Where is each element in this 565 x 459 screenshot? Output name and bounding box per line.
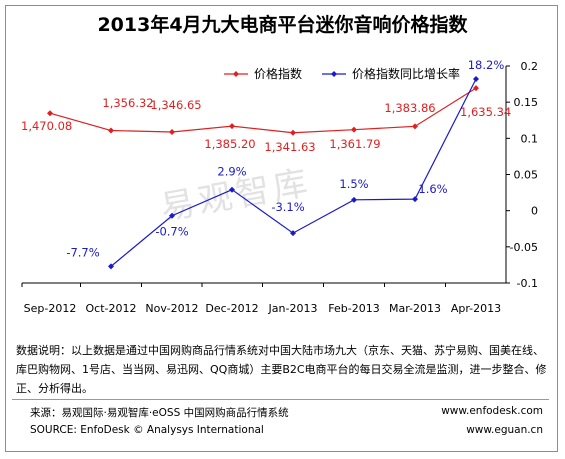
source-url-eguan[interactable]: www.eguan.cn (466, 424, 543, 436)
axes: 0.2 0.15 0.1 0.05 0 -0.05 -0.1 Sep-2012 Oct-2012… (21, 60, 539, 315)
point-yoy (290, 230, 296, 237)
point-yoy (229, 186, 235, 193)
x-tick-label: Apr-2013 (451, 302, 501, 315)
x-tick-label: Jan-2013 (268, 302, 318, 315)
point-price (290, 129, 296, 136)
data-label-yoy: 1.5% (339, 177, 368, 191)
point-price (169, 128, 175, 135)
x-tick-label: Nov-2012 (145, 302, 198, 315)
data-label-yoy: -0.7% (155, 225, 188, 239)
point-price (351, 126, 357, 133)
source-en: SOURCE: EnfoDesk © Analysys Internationa… (30, 424, 264, 436)
point-yoy (412, 196, 418, 203)
legend-label: 价格指数同比增长率 (352, 66, 460, 81)
data-label-yoy: 2.9% (217, 165, 246, 179)
legend-marker (233, 71, 239, 77)
series: 1,470.08 1,356.321,346.65 1,385.20 1,341.63… (21, 58, 511, 270)
chart-title: 2013年4月九大电商平台迷你音响价格指数 (97, 14, 468, 36)
data-label-yoy: -3.1% (271, 200, 304, 214)
y2-tick-label: 0 (531, 205, 538, 218)
data-label-price: 1,635.34 (460, 105, 511, 119)
point-price (108, 127, 114, 134)
point-yoy (351, 196, 357, 203)
x-tick-label: Feb-2013 (328, 302, 379, 315)
data-label-yoy: 1.6% (418, 182, 447, 196)
data-label-yoy: -7.7% (66, 245, 99, 259)
legend-label: 价格指数 (254, 66, 302, 81)
point-price (47, 110, 53, 117)
point-price (229, 123, 235, 130)
data-label-yoy: 18.2% (468, 58, 505, 72)
point-price (473, 85, 479, 92)
data-note: 数据说明：以上数据是通过中国网购商品行情系统对中国大陆市场九大（京东、天猫、苏宁… (16, 344, 547, 395)
y2-tick-label: -0.1 (517, 277, 538, 290)
x-tick-label: Dec-2012 (205, 302, 258, 315)
data-label-price: 1,356.32 (102, 96, 153, 110)
data-label-price: 1,383.86 (384, 101, 435, 115)
data-label-price: 1,341.63 (264, 140, 315, 154)
data-label-price: 1,385.20 (204, 137, 255, 151)
x-tick-label: Oct-2012 (86, 302, 137, 315)
x-tick-label: Sep-2012 (24, 302, 77, 315)
y2-tick-label: 0.15 (514, 96, 539, 109)
point-yoy (473, 76, 479, 83)
point-yoy (108, 263, 114, 270)
chart-frame (5, 5, 558, 452)
legend: 价格指数 价格指数同比增长率 (224, 66, 460, 81)
source-cn: 来源：易观国际·易观智库·eOSS 中国网购商品行情系统 (30, 407, 289, 419)
data-label-price: 1,361.79 (329, 137, 380, 151)
data-label-price: 1,470.08 (21, 119, 72, 133)
y2-tick-label: 0.1 (521, 132, 539, 145)
data-label-price: 1,346.65 (150, 98, 201, 112)
point-yoy (169, 212, 175, 219)
x-tick-label: Mar-2013 (389, 302, 441, 315)
legend-marker (331, 71, 337, 77)
source-url-enfodesk[interactable]: www.enfodesk.com (441, 405, 543, 417)
y2-tick-label: -0.05 (510, 241, 538, 254)
point-price (412, 123, 418, 130)
series-line-price (49, 87, 477, 134)
y2-tick-label: 0.05 (514, 169, 539, 182)
y2-tick-label: 0.2 (521, 60, 539, 73)
separator (12, 399, 549, 400)
